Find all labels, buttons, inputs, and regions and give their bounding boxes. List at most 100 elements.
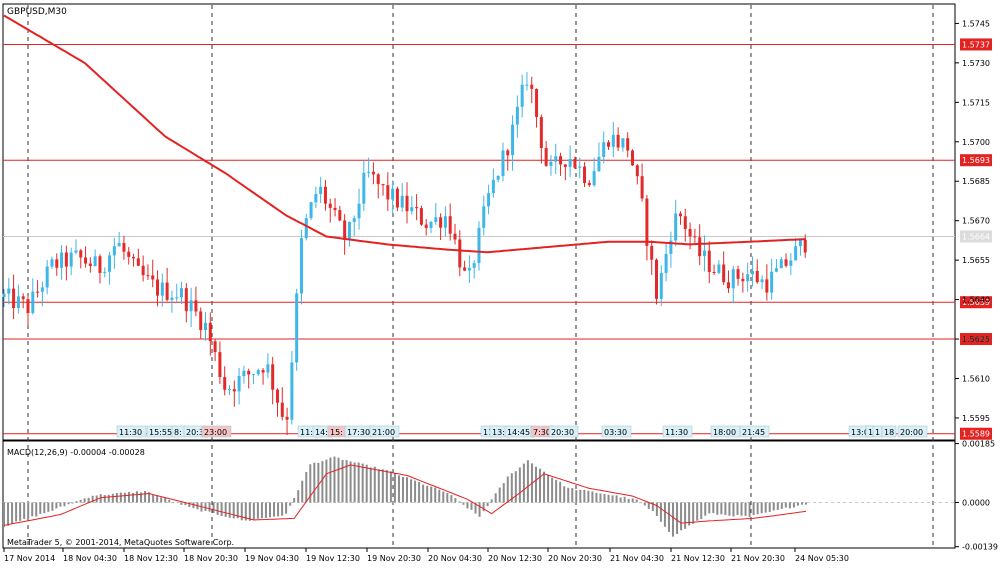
candle-bull bbox=[69, 252, 73, 267]
candle-bear bbox=[698, 237, 702, 257]
candle-bear bbox=[635, 165, 639, 177]
candle-bear bbox=[213, 341, 217, 353]
session-label-text: 14: bbox=[315, 428, 328, 437]
session-label-text: 11:30 bbox=[119, 428, 142, 437]
candle-bull bbox=[794, 246, 798, 261]
candle-bear bbox=[323, 186, 327, 204]
candle-bear bbox=[333, 207, 337, 211]
horizontal-level-value: 1.5693 bbox=[962, 156, 990, 165]
candle-bull bbox=[7, 288, 11, 294]
candle-bull bbox=[290, 362, 294, 420]
candle-bear bbox=[271, 364, 275, 390]
candle-bull bbox=[227, 389, 231, 391]
candle-bull bbox=[352, 218, 356, 222]
price-axis-label: 1.5625 bbox=[962, 335, 990, 344]
current-price-value: 1.5664 bbox=[962, 232, 990, 241]
current-price-tag bbox=[960, 230, 992, 243]
candle-bull bbox=[487, 193, 491, 207]
candle-bear bbox=[12, 288, 16, 309]
candle-bull bbox=[674, 213, 678, 241]
candle-bear bbox=[607, 142, 611, 147]
price-axis-label: 1.5715 bbox=[962, 98, 990, 107]
candle-bear bbox=[463, 267, 467, 271]
session-label-text: 11: bbox=[483, 428, 496, 437]
candle-bear bbox=[683, 216, 687, 229]
macd-histogram bbox=[3, 456, 807, 537]
candle-bear bbox=[458, 239, 462, 268]
time-axis-label: 21 Nov 12:30 bbox=[671, 554, 725, 563]
candle-bull bbox=[45, 266, 49, 288]
session-label-text: 8: bbox=[174, 428, 182, 437]
candle-bull bbox=[256, 370, 260, 375]
candle-bull bbox=[391, 188, 395, 200]
candle-bull bbox=[40, 287, 44, 292]
candle-bear bbox=[405, 195, 409, 212]
candle-bear bbox=[376, 174, 380, 185]
candle-bear bbox=[616, 134, 620, 148]
candle-bear bbox=[439, 217, 443, 228]
candle-bear bbox=[726, 282, 730, 289]
candle-bull bbox=[175, 297, 179, 299]
candle-bull bbox=[434, 217, 438, 222]
candle-bull bbox=[2, 293, 6, 297]
candle-bull bbox=[467, 267, 471, 271]
time-axis-label: 19 Nov 04:30 bbox=[245, 554, 299, 563]
candle-bull bbox=[189, 300, 193, 312]
candle-bull bbox=[501, 150, 505, 176]
candle-bull bbox=[717, 264, 721, 273]
candle-bear bbox=[655, 259, 659, 299]
candle-bull bbox=[789, 260, 793, 266]
price-axis-label: 1.5655 bbox=[962, 256, 990, 265]
session-label-text: 1 bbox=[875, 428, 880, 437]
session-label-text: 17:30 bbox=[347, 428, 370, 437]
candle-bear bbox=[343, 220, 347, 241]
copyright-text: MetaTrader 5, © 2001-2014, MetaQuotes So… bbox=[7, 538, 234, 547]
candle-bear bbox=[631, 150, 635, 166]
period-separators bbox=[27, 5, 934, 547]
candle-bull bbox=[669, 240, 673, 254]
candle-bull bbox=[429, 221, 433, 228]
candle-bear bbox=[371, 171, 375, 175]
candle-bull bbox=[549, 161, 553, 166]
candle-bull bbox=[472, 263, 476, 268]
session-label-text: 15:55 bbox=[149, 428, 172, 437]
time-axis-label: 24 Nov 05:30 bbox=[795, 554, 849, 563]
candle-bear bbox=[26, 299, 30, 314]
time-axis-label: 18 Nov 04:30 bbox=[63, 554, 117, 563]
candle-bull bbox=[779, 259, 783, 269]
horizontal-level-tag bbox=[960, 296, 992, 309]
candle-bear bbox=[506, 150, 510, 156]
horizontal-level-tag bbox=[960, 427, 992, 440]
candle-bull bbox=[482, 206, 486, 228]
candlestick-series bbox=[2, 72, 807, 436]
candle-bull bbox=[520, 84, 524, 107]
candle-bull bbox=[266, 364, 270, 373]
candle-bear bbox=[84, 257, 88, 264]
time-axis-label: 21 Nov 20:30 bbox=[731, 554, 785, 563]
candle-bull bbox=[659, 272, 663, 299]
candle-bear bbox=[146, 275, 150, 277]
session-label-tag bbox=[897, 425, 928, 438]
horizontal-level-value: 1.5737 bbox=[962, 40, 990, 49]
candle-bear bbox=[127, 251, 131, 257]
candle-bear bbox=[573, 158, 577, 168]
horizontal-level-tag bbox=[960, 38, 992, 51]
candle-bear bbox=[218, 352, 222, 378]
candle-bull bbox=[31, 291, 35, 314]
price-axis: 1.5745 1.5730 1.5715 1.5700 1.5685 1.5670 1.56… bbox=[955, 19, 990, 423]
candle-bull bbox=[750, 270, 754, 275]
candle-bull bbox=[477, 227, 481, 264]
moving-average-line bbox=[3, 14, 807, 254]
candle-bull bbox=[578, 166, 582, 168]
horizontal-levels[interactable]: 1.5737 1.5693 1.5639 1.5625 1.5589 1.5664 bbox=[3, 38, 992, 440]
macd-axis-label: 0.00185 bbox=[962, 440, 995, 449]
candle-bear bbox=[64, 252, 68, 267]
candle-bear bbox=[453, 233, 457, 240]
candle-bull bbox=[112, 246, 116, 256]
candle-bull bbox=[304, 218, 308, 239]
candle-bear bbox=[338, 210, 342, 221]
candle-bull bbox=[400, 195, 404, 208]
candle-bull bbox=[180, 288, 184, 298]
